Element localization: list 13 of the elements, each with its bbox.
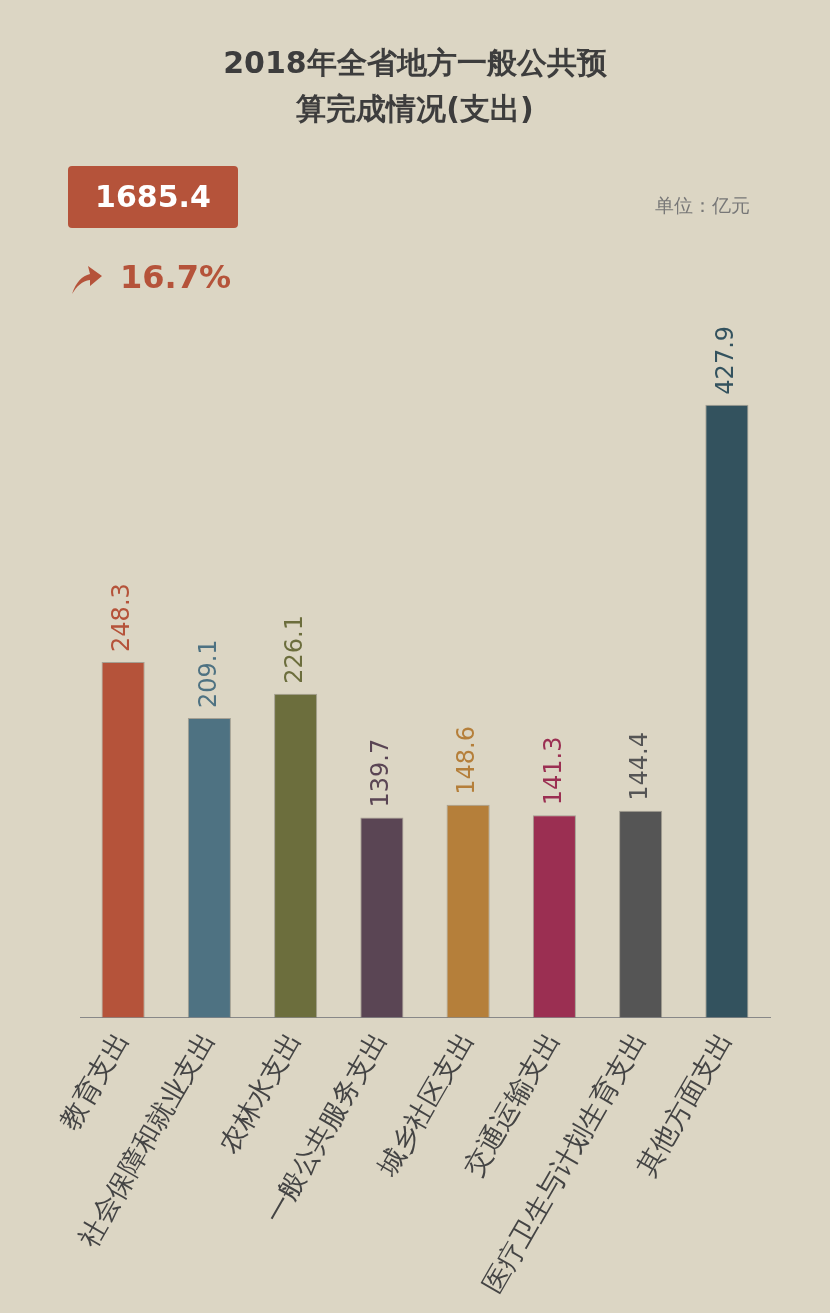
data-label: 427.9 bbox=[711, 325, 740, 395]
text: 1685.4 bbox=[68, 166, 238, 228]
text: 单位：亿元 bbox=[655, 193, 750, 218]
data-label: 141.3 bbox=[538, 736, 567, 806]
data-label: 226.1 bbox=[279, 615, 308, 684]
data-label: 209.1 bbox=[193, 639, 222, 709]
data-label: 248.3 bbox=[107, 583, 136, 652]
text: 16.7% bbox=[120, 258, 232, 296]
data-label: 148.6 bbox=[452, 726, 481, 795]
data-label: 144.4 bbox=[624, 732, 653, 801]
x-tick-label: 教育支出 bbox=[53, 1025, 135, 1135]
chart-title: 2018年全省地方一般公共预算完成情况(支出) bbox=[222, 44, 608, 128]
data-label: 139.7 bbox=[366, 738, 395, 808]
